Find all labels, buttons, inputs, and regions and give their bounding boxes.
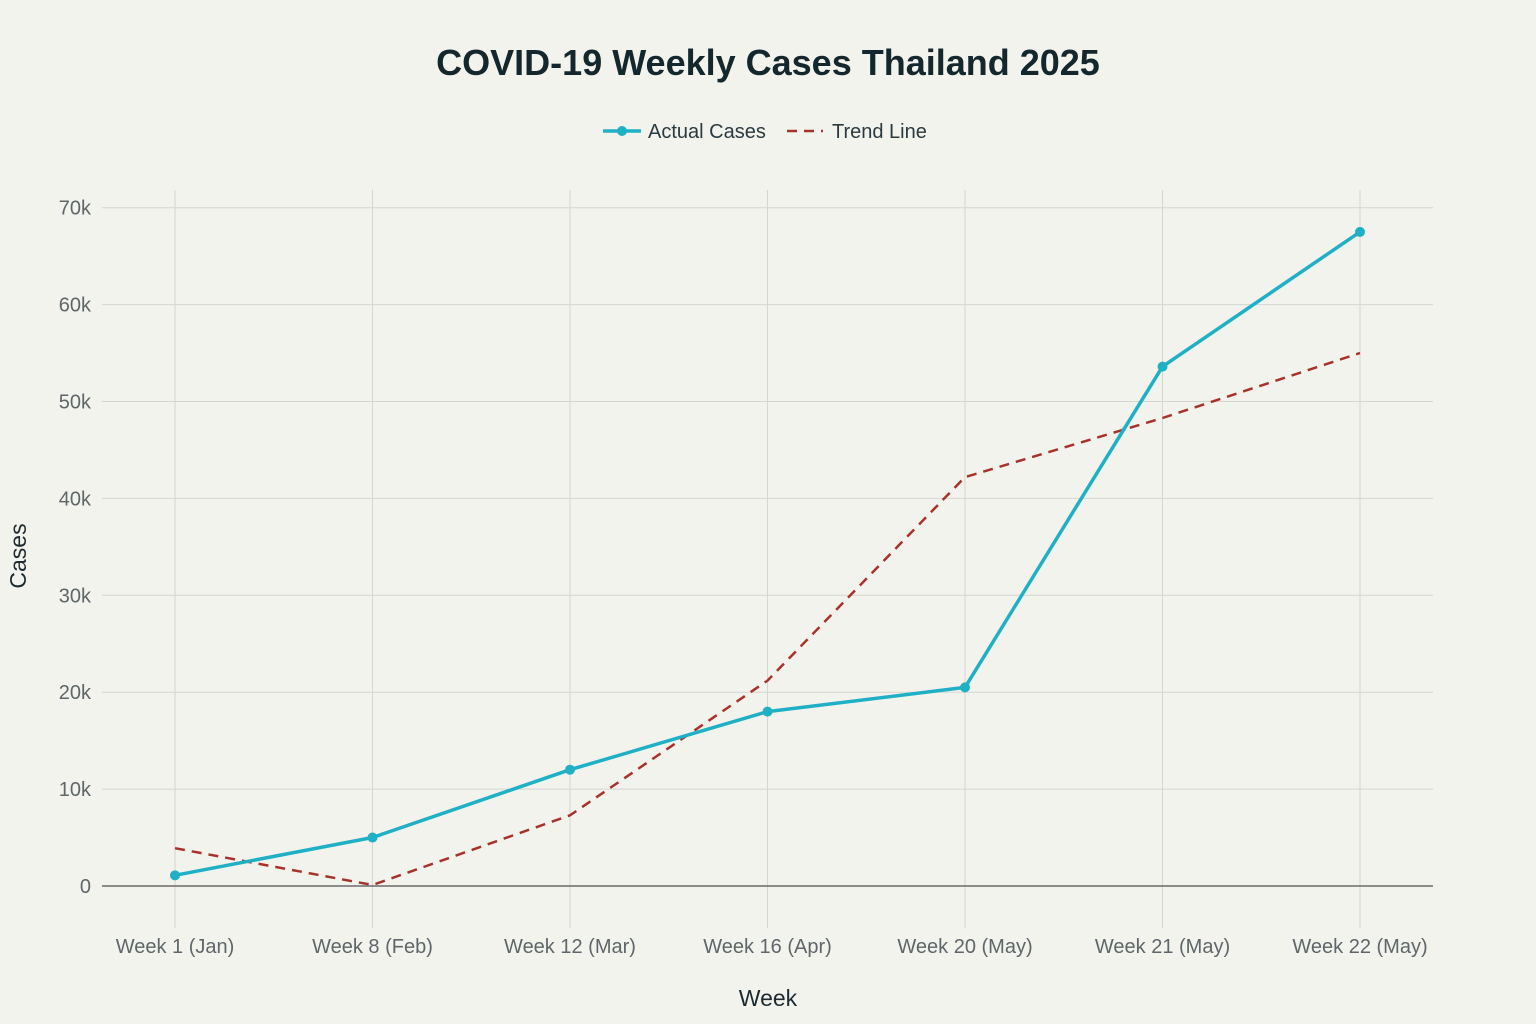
data-point[interactable]: [762, 706, 773, 717]
series-actual-cases: [170, 226, 1365, 881]
y-tick-label: 20k: [59, 682, 92, 704]
y-tick-label: 10k: [59, 779, 92, 801]
y-tick-label: 40k: [59, 488, 92, 510]
data-point[interactable]: [1355, 226, 1365, 237]
x-tick-label: Week 8 (Feb): [312, 936, 433, 958]
legend: Actual Cases Trend Line: [603, 121, 927, 143]
y-tick-label: 60k: [59, 295, 92, 317]
y-tick-label: 30k: [59, 585, 92, 607]
data-point[interactable]: [565, 764, 575, 775]
x-axis-title: Week: [739, 985, 798, 1011]
y-tick-label: 0: [80, 876, 91, 898]
series-layer: [170, 226, 1365, 887]
x-tick-label: Week 21 (May): [1095, 936, 1230, 958]
legend-actual-label: Actual Cases: [648, 121, 766, 143]
x-tick-label: Week 12 (Mar): [504, 936, 636, 958]
grid-lines: [102, 190, 1433, 928]
x-tick-label: Week 16 (Apr): [703, 936, 832, 958]
x-tick-label: Week 1 (Jan): [116, 936, 235, 958]
series-trend-line: [174, 351, 1361, 887]
data-point[interactable]: [367, 832, 378, 843]
data-point[interactable]: [960, 682, 970, 693]
legend-trend-label: Trend Line: [832, 121, 927, 143]
data-point[interactable]: [1157, 361, 1168, 372]
y-axis-title: Cases: [5, 523, 31, 588]
data-point[interactable]: [170, 870, 180, 881]
y-tick-label: 50k: [59, 392, 92, 414]
y-tick-label: 70k: [59, 198, 92, 220]
x-tick-label: Week 20 (May): [897, 936, 1032, 958]
legend-actual-marker: [617, 126, 627, 136]
x-tick-label: Week 22 (May): [1292, 936, 1427, 958]
axes: 0 10k 20k 30k 40k 50k 60k 70k Week 1 (Jan) Week 8…: [59, 198, 1433, 958]
chart-title: COVID-19 Weekly Cases Thailand 2025: [436, 42, 1100, 83]
trend-line: [174, 351, 1361, 887]
